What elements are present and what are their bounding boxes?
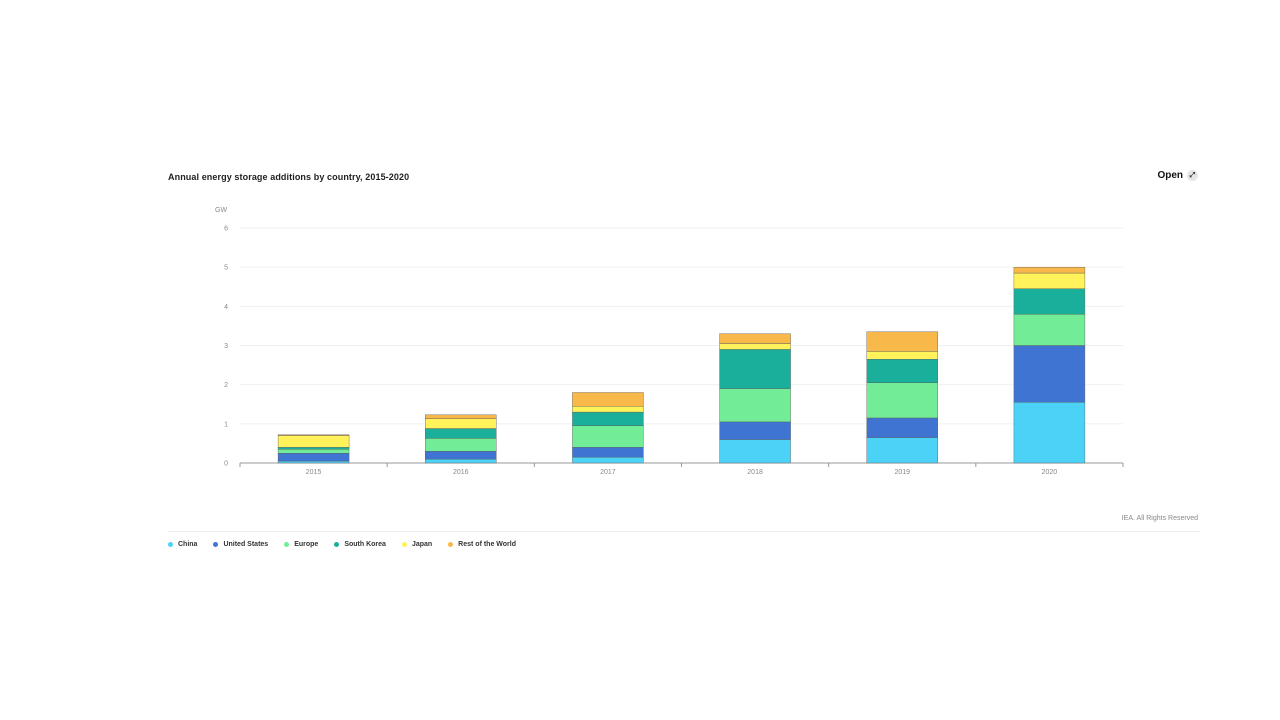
bar-segment	[425, 438, 497, 452]
bar-segment	[277, 460, 350, 464]
y-tick-label: 2	[224, 382, 228, 389]
bar-segment	[572, 425, 644, 448]
bar-segment	[572, 411, 644, 426]
y-tick-label: 6	[224, 226, 228, 233]
legend-item[interactable]: Rest of the World	[448, 541, 516, 548]
bar-segment	[277, 447, 350, 450]
legend-item[interactable]: Japan	[401, 541, 433, 548]
bar-segment	[425, 428, 497, 439]
x-tick-label: 2018	[747, 469, 763, 476]
open-button[interactable]: Open ⤢	[1157, 170, 1198, 181]
bar-segment	[866, 382, 938, 419]
legend-swatch	[334, 542, 340, 547]
bar-segment	[1013, 345, 1086, 403]
x-tick-label: 2016	[453, 469, 469, 476]
bar-segment	[277, 449, 350, 454]
legend-label: United States	[223, 541, 269, 548]
legend-swatch	[213, 542, 219, 547]
expand-icon: ⤢	[1187, 170, 1198, 181]
y-tick-label: 3	[224, 343, 228, 350]
bar-segment	[866, 351, 938, 360]
bar-segment	[425, 451, 497, 460]
bar-segment	[866, 417, 938, 438]
bar-segment	[1013, 402, 1086, 464]
x-tick-label: 2017	[600, 469, 616, 476]
legend-label: South Korea	[344, 541, 386, 548]
legend-item[interactable]: United States	[213, 541, 268, 548]
x-tick-label: 2020	[1042, 469, 1058, 476]
y-tick-label: 1	[224, 421, 228, 428]
chart-title: Annual energy storage additions by count…	[168, 172, 410, 182]
y-axis-label: GW	[215, 207, 227, 214]
bar-segment	[425, 418, 497, 429]
bar-segment	[719, 439, 791, 464]
legend: China United States Europe South Korea Japan…	[168, 541, 516, 548]
legend-swatch	[448, 542, 454, 547]
bar-segment	[277, 453, 350, 462]
legend-label: Japan	[411, 541, 433, 548]
bar-segment	[572, 447, 644, 458]
chart-card: Annual energy storage additions by count…	[168, 160, 1200, 560]
legend-label: China	[178, 541, 198, 548]
legend-label: Rest of the World	[458, 541, 516, 548]
bar-segment	[719, 388, 791, 423]
bar-chart: GW 0 1 2 3 4 5 6 2015 2016 2017 2018 2019 2020	[215, 207, 1124, 476]
legend-item[interactable]: China	[168, 541, 197, 548]
y-tick-label: 0	[224, 461, 228, 468]
bar-segment	[1013, 313, 1086, 346]
open-label: Open	[1157, 170, 1183, 181]
bar-segment	[719, 349, 791, 389]
bar-segment	[572, 406, 644, 413]
bar-segment	[866, 359, 938, 383]
legend-swatch	[284, 542, 290, 547]
bar-segment	[1013, 288, 1086, 315]
legend-swatch	[168, 542, 173, 547]
legend-swatch	[401, 542, 407, 547]
legend-label: Europe	[294, 541, 319, 548]
x-tick-label: 2019	[894, 469, 910, 476]
legend-item[interactable]: South Korea	[334, 541, 386, 548]
legend-item[interactable]: Europe	[284, 541, 318, 548]
divider	[168, 531, 1200, 532]
y-tick-label: 4	[224, 304, 228, 311]
bar-segment	[277, 435, 350, 448]
bar-segment	[572, 392, 644, 407]
bar-segment	[425, 458, 497, 464]
bar-segment	[719, 421, 791, 440]
bar-segment	[425, 414, 497, 419]
bar-segment	[572, 456, 644, 464]
bar-segment	[277, 434, 350, 436]
bar-segment	[719, 333, 791, 344]
bar-segment	[866, 331, 938, 352]
bar-segment	[719, 343, 791, 350]
x-tick-label: 2015	[306, 469, 322, 476]
y-tick-label: 5	[224, 265, 228, 272]
bar-segment	[1013, 272, 1086, 289]
credit-text: IEA. All Rights Reserved	[1121, 515, 1198, 522]
bar-segment	[1013, 266, 1086, 274]
bar-segment	[866, 437, 938, 464]
